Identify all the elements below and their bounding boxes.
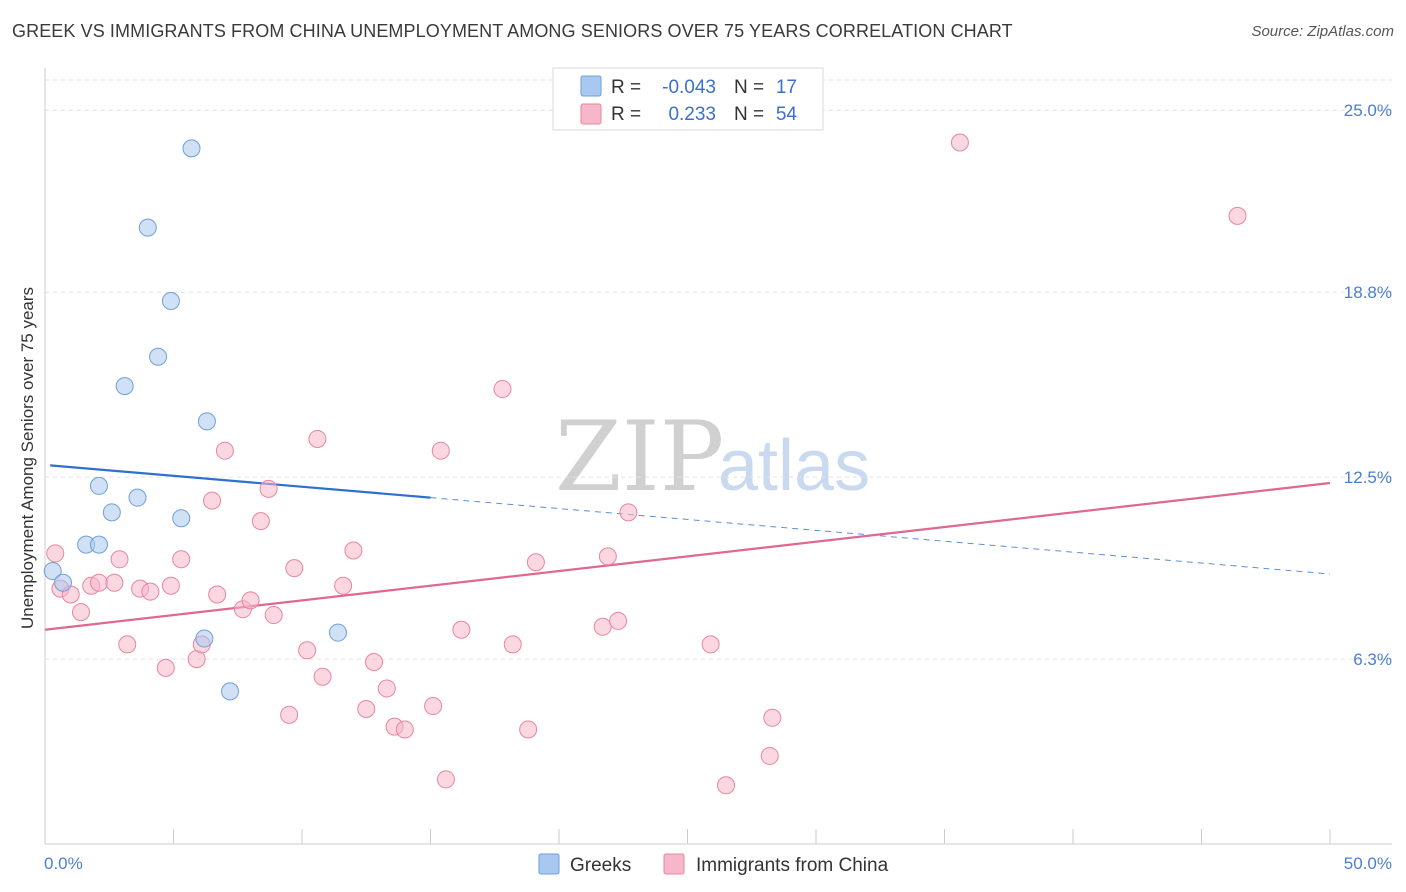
point-china-21 [251, 512, 270, 531]
grid-lines [45, 79, 1392, 660]
legend-n-value-china: 54 [776, 104, 798, 125]
point-china-26 [298, 641, 317, 660]
point-greeks-0 [43, 562, 62, 581]
point-china-36 [424, 697, 443, 716]
watermark-atlas: atlas [718, 426, 870, 506]
point-china-27 [308, 429, 327, 448]
point-greeks-7 [128, 488, 147, 507]
point-greeks-15 [221, 682, 240, 701]
trend-lines [44, 464, 1331, 631]
point-china-44 [593, 617, 612, 636]
point-china-22 [259, 479, 278, 498]
trend-line-greeks [50, 464, 431, 499]
point-greeks-3 [89, 535, 108, 554]
trend-line-greeks-extension [430, 497, 1331, 575]
trend-line-china [44, 481, 1331, 631]
point-china-16 [203, 491, 222, 510]
point-china-42 [519, 720, 538, 739]
point-china-41 [503, 635, 522, 654]
legend-swatch-china [580, 103, 602, 125]
point-china-13 [172, 550, 191, 569]
point-china-5 [89, 573, 108, 592]
point-china-51 [763, 708, 782, 727]
bottom-legend-swatch-china [663, 853, 685, 875]
point-china-33 [377, 679, 396, 698]
legend-swatch-greeks [580, 75, 602, 97]
point-china-23 [264, 606, 283, 625]
chart-title: GREEK VS IMMIGRANTS FROM CHINA UNEMPLOYM… [12, 21, 1013, 41]
legend-n-value-greeks: 17 [776, 77, 797, 98]
y-tick-label-3: 25.0% [1344, 101, 1392, 120]
point-china-12 [161, 576, 180, 595]
point-greeks-11 [172, 509, 191, 528]
y-tick-label-1: 12.5% [1344, 468, 1392, 487]
point-greeks-10 [161, 292, 180, 311]
point-greeks-13 [197, 412, 216, 431]
point-china-28 [313, 667, 332, 686]
point-china-11 [156, 658, 175, 677]
point-greeks-1 [53, 573, 72, 592]
point-china-48 [701, 635, 720, 654]
point-china-3 [71, 603, 90, 622]
point-china-50 [760, 746, 779, 765]
point-china-49 [717, 776, 736, 795]
data-points [43, 133, 1247, 795]
point-greeks-16 [328, 623, 347, 642]
axes [44, 68, 1392, 845]
point-china-24 [280, 705, 299, 724]
point-china-38 [436, 770, 455, 789]
legend-r-value-greeks: -0.043 [662, 77, 716, 98]
point-china-37 [431, 441, 450, 460]
x-tick-min: 0.0% [44, 854, 83, 873]
point-china-0 [46, 544, 65, 563]
point-china-52 [950, 133, 969, 152]
point-china-7 [110, 550, 129, 569]
point-china-18 [215, 441, 234, 460]
x-tick-max: 50.0% [1344, 854, 1392, 873]
y-tick-labels: 6.3% 12.5% 18.8% 25.0% [1344, 101, 1392, 669]
point-china-32 [357, 699, 376, 718]
y-tick-label-2: 18.8% [1344, 283, 1392, 302]
legend-r-label-greeks: R = [611, 77, 641, 98]
y-tick-label-0: 6.3% [1353, 650, 1392, 669]
point-china-20 [241, 591, 260, 610]
point-china-31 [364, 653, 383, 672]
point-greeks-6 [115, 377, 134, 396]
point-china-40 [493, 380, 512, 399]
bottom-legend-greeks: Greeks [570, 855, 631, 876]
legend-r-label-china: R = [611, 104, 641, 125]
bottom-legend-swatch-greeks [538, 853, 560, 875]
point-china-39 [452, 620, 471, 639]
point-china-47 [619, 503, 638, 522]
watermark-zip: ZIP [555, 401, 724, 513]
bottom-legend: Greeks Immigrants from China [538, 853, 889, 876]
legend: R = -0.043 N = 17 R = 0.233 N = 54 [552, 67, 824, 131]
legend-n-label-china: N = [734, 104, 764, 125]
point-china-8 [118, 635, 137, 654]
y-axis-label: Unemployment Among Seniors over 75 years [18, 287, 37, 629]
point-china-10 [141, 582, 160, 601]
point-china-46 [609, 611, 628, 630]
point-greeks-14 [195, 629, 214, 648]
point-china-30 [344, 541, 363, 560]
point-china-35 [395, 720, 414, 739]
legend-n-label-greeks: N = [734, 77, 764, 98]
point-china-25 [285, 559, 304, 578]
point-china-53 [1228, 206, 1247, 225]
point-china-29 [334, 576, 353, 595]
legend-r-value-china: 0.233 [668, 104, 716, 125]
point-greeks-9 [149, 347, 168, 366]
point-china-45 [598, 547, 617, 566]
point-china-43 [526, 553, 545, 572]
point-greeks-4 [89, 476, 108, 495]
source-label: Source: ZipAtlas.com [1251, 23, 1394, 40]
point-greeks-5 [102, 503, 121, 522]
point-china-17 [208, 585, 227, 604]
point-greeks-12 [182, 139, 201, 158]
point-china-6 [105, 573, 124, 592]
point-greeks-8 [138, 218, 157, 237]
bottom-legend-china: Immigrants from China [696, 855, 889, 876]
